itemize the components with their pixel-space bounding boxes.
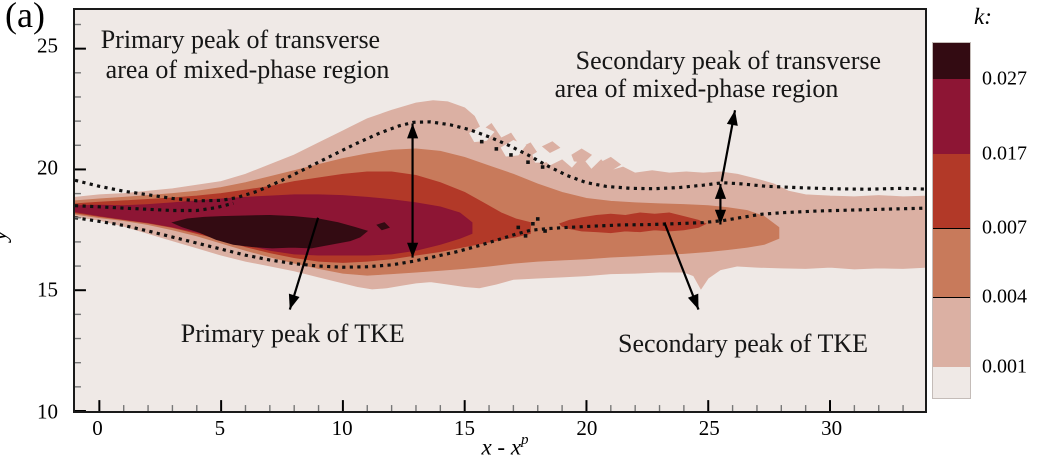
annotation-text-1: area of mixed-phase region — [105, 54, 390, 84]
secondary-transverse-extent-arrow-head — [714, 183, 727, 199]
contour-region-k>0.027-speck — [376, 222, 390, 231]
x-axis-label-superscript: p — [521, 432, 529, 448]
scatter-mark — [531, 222, 535, 226]
colorbar-band-5 — [933, 367, 970, 398]
primary-tke-pointer-head — [288, 293, 300, 310]
x-axis-label: x - xp — [481, 432, 529, 461]
y-tick-label-20: 20 — [37, 155, 58, 180]
colorbar-band-0 — [933, 43, 970, 79]
colorbar-band-4 — [933, 297, 970, 367]
scatter-mark — [494, 147, 499, 151]
primary-transverse-extent-arrow-head — [407, 123, 419, 139]
scatter-mark — [543, 229, 547, 233]
contour-region-pink-speck-3 — [600, 156, 622, 172]
secondary-transverse-pointer-head — [726, 110, 738, 126]
annotation-text-3: area of mixed-phase region — [554, 74, 839, 104]
y-tick-label-25: 25 — [37, 33, 58, 58]
colorbar-band-3 — [933, 228, 970, 297]
scatter-mark — [516, 225, 521, 230]
contour-region-k>0.007-secondary — [559, 212, 707, 234]
secondary-tke-pointer-head — [687, 293, 699, 310]
colorbar-title: k: — [974, 4, 992, 29]
mixed-phase-boundary-lower — [75, 206, 925, 269]
annotation-text-2: Secondary peak of transverse — [575, 46, 882, 76]
contour-region-k>0.027-core — [171, 214, 369, 249]
x-tick-label-0: 0 — [92, 416, 103, 440]
colorbar-band-1 — [933, 79, 970, 154]
colorbar-label-0.007: 0.007 — [982, 216, 1027, 239]
colorbar-label-0.027: 0.027 — [982, 67, 1027, 90]
annotation-text-0: Primary peak of transverse — [100, 25, 381, 55]
y-tick-label-10: 10 — [37, 399, 58, 424]
mixed-phase-boundary-upper — [75, 120, 925, 203]
scatter-mark — [526, 160, 530, 164]
y-tick-label-15: 15 — [37, 277, 58, 302]
colorbar-label-0.004: 0.004 — [982, 285, 1027, 308]
x-tick-label-5: 5 — [214, 416, 226, 440]
colorbar-label-0.017: 0.017 — [982, 142, 1027, 165]
annotation-text-4: Primary peak of TKE — [180, 319, 405, 349]
primary-transverse-extent-arrow-head — [407, 242, 419, 258]
x-tick-label-10: 10 — [331, 416, 353, 440]
x-tick-label-20: 20 — [576, 416, 598, 440]
colorbar — [932, 42, 971, 399]
scatter-mark — [479, 139, 484, 144]
scatter-mark — [509, 153, 513, 157]
secondary-transverse-extent-arrow-head — [714, 209, 727, 225]
annotation-text-5: Secondary peak of TKE — [617, 329, 869, 359]
colorbar-label-0.001: 0.001 — [982, 355, 1027, 378]
colorbar-band-2 — [933, 154, 970, 228]
scatter-mark — [540, 165, 545, 169]
y-axis-label: y — [0, 230, 13, 241]
plot-area: Primary peak of transverse area of mixed-… — [73, 8, 927, 413]
primary-tke-pointer — [288, 217, 320, 310]
x-axis-label-main: x - x — [481, 434, 522, 460]
panel-label: (a) — [5, 0, 45, 35]
mixed-phase-boundary-middle — [75, 201, 234, 213]
contour-region-pink-speck-1 — [541, 141, 561, 153]
contour-plot-canvas — [75, 23, 925, 411]
contour-region-pink-speck-2 — [571, 148, 593, 163]
x-tick-label-15: 15 — [454, 416, 476, 440]
scatter-mark — [535, 217, 540, 221]
x-tick-label-25: 25 — [698, 416, 720, 440]
contour-region-ragged-hole-3 — [532, 148, 553, 163]
x-tick-label-30: 30 — [821, 416, 843, 440]
colorbar-divider — [933, 228, 970, 229]
secondary-tke-pointer — [663, 222, 700, 310]
scatter-mark — [523, 234, 528, 238]
colorbar-divider — [933, 297, 970, 298]
